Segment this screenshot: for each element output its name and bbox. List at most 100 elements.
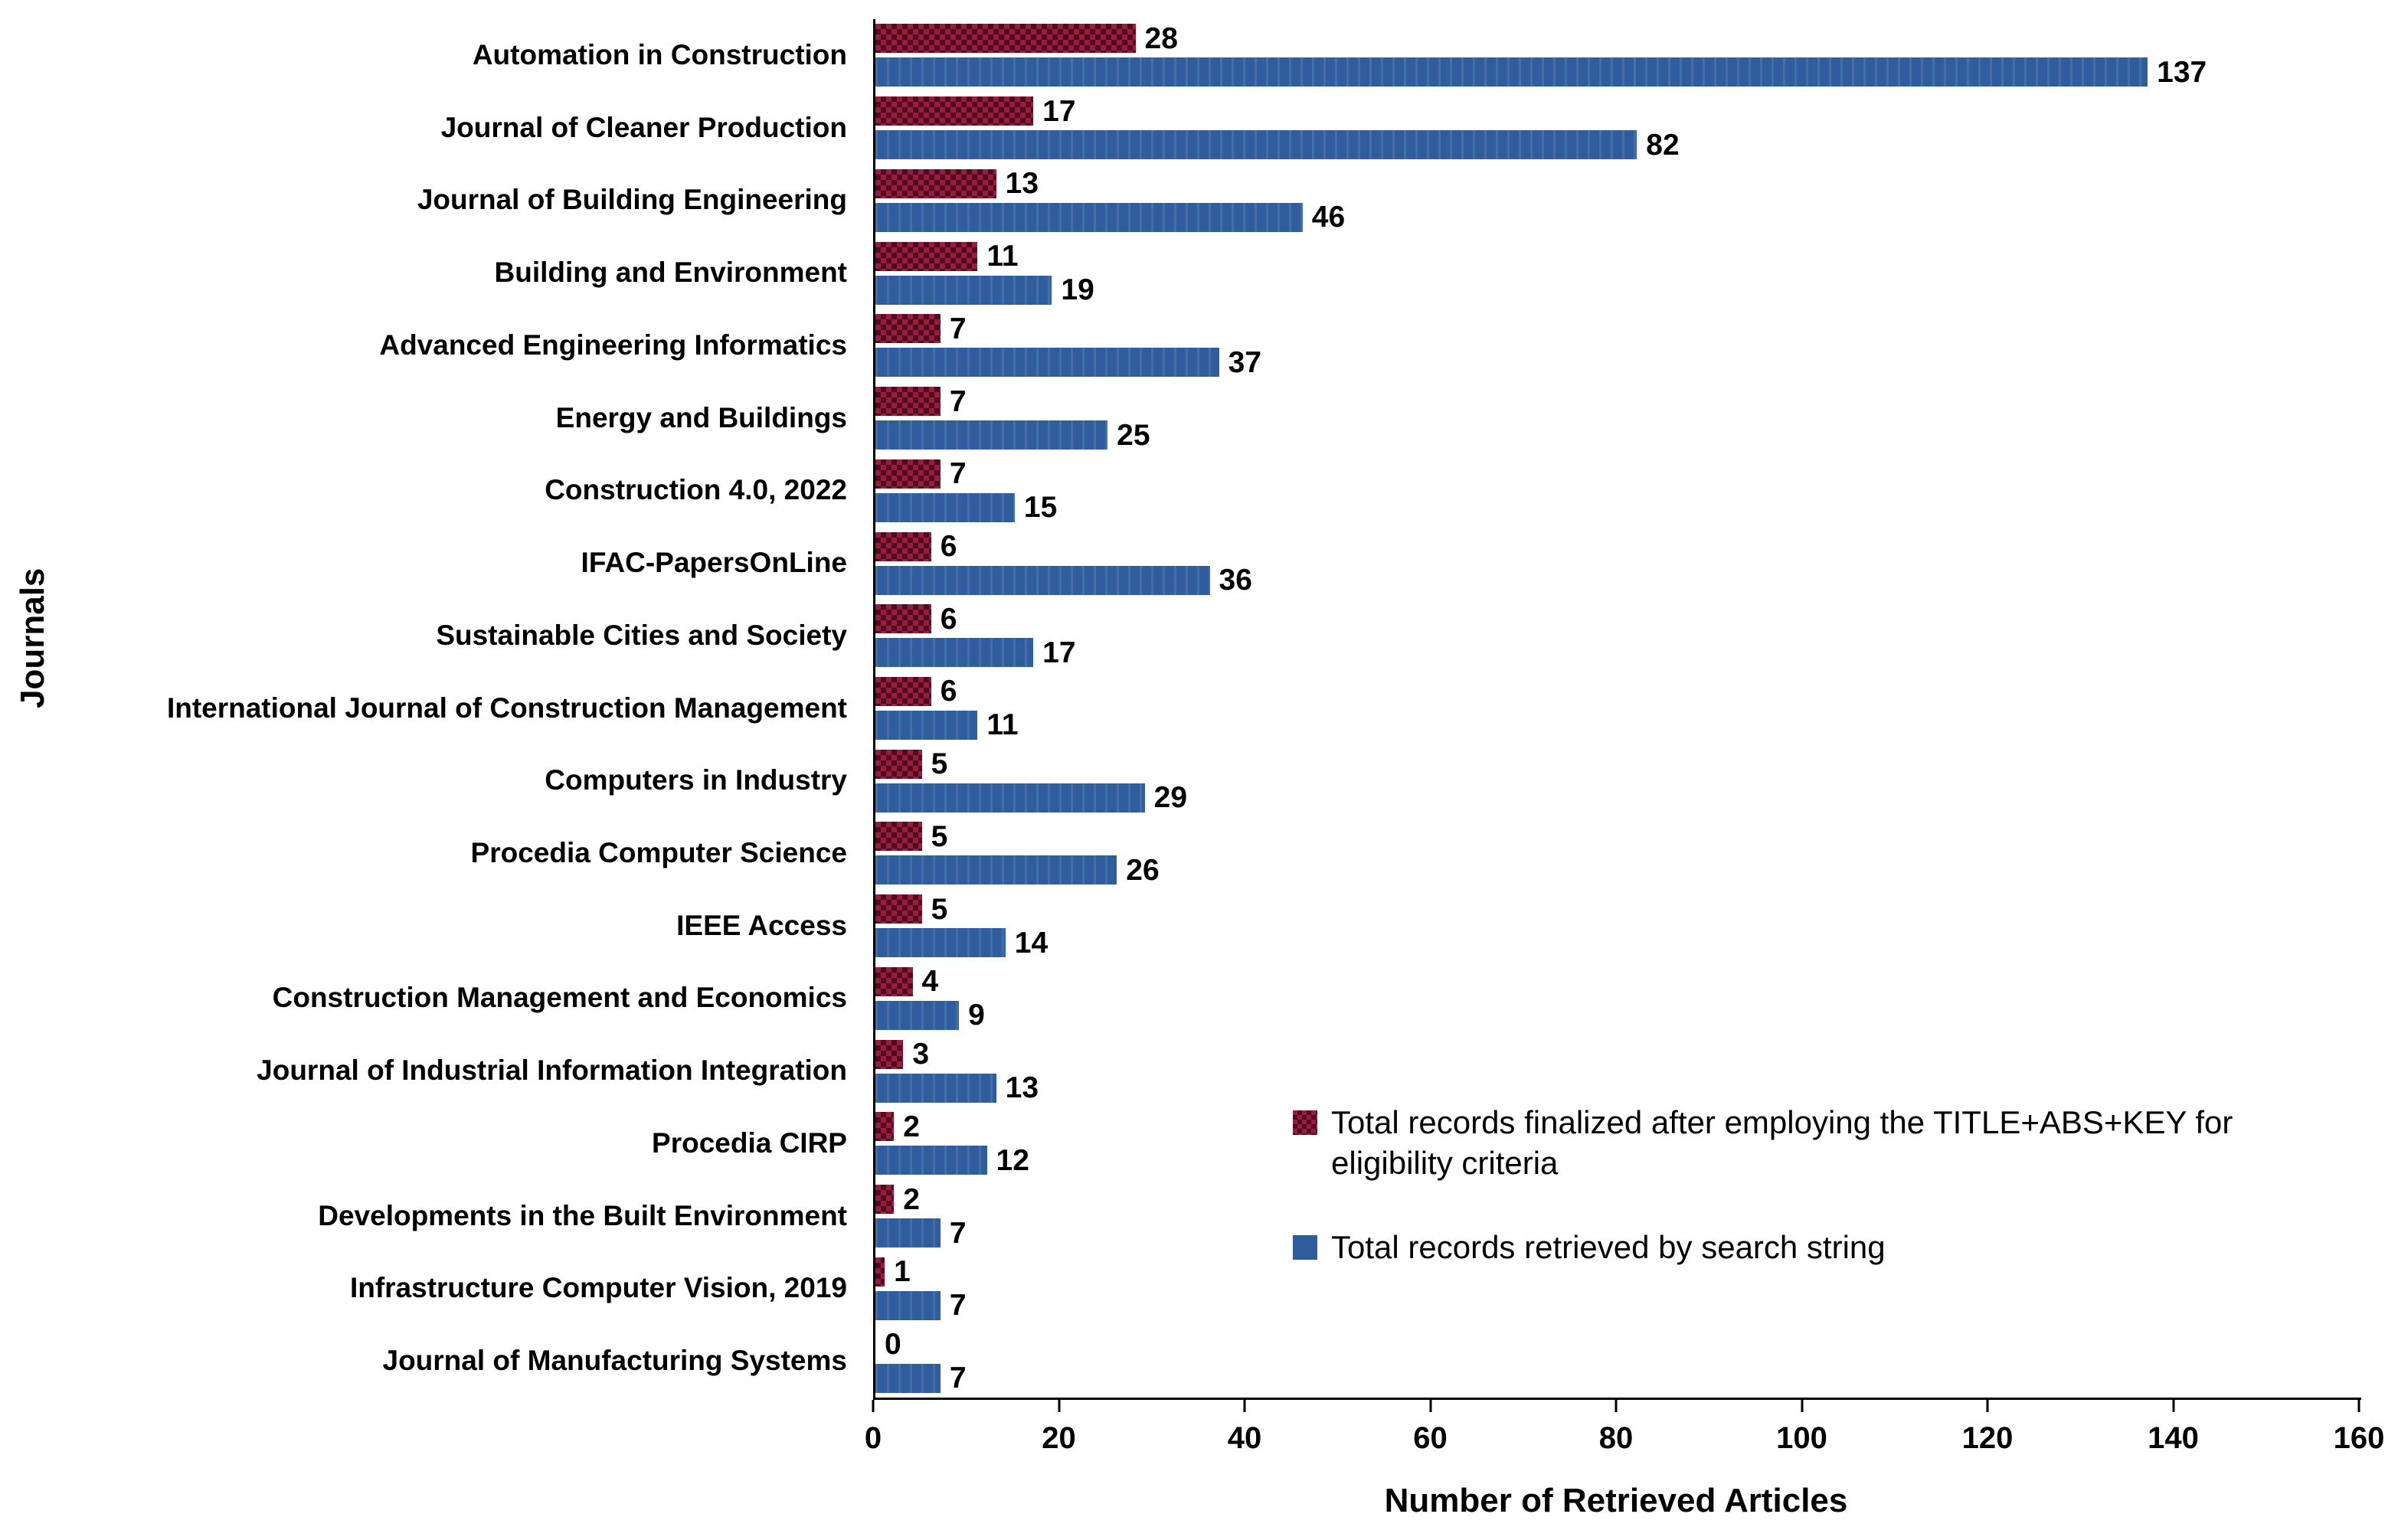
bar-line: 13 <box>875 1071 2361 1105</box>
bar-line: 6 <box>875 676 2361 706</box>
bar-line: 2 <box>875 1182 2361 1216</box>
value-label: 17 <box>1042 94 1076 128</box>
value-label: 7 <box>949 1289 967 1323</box>
value-label: 2 <box>903 1182 920 1216</box>
value-label: 1 <box>894 1255 911 1289</box>
bar-group: 13 46 <box>875 164 2361 237</box>
value-label: 4 <box>921 965 939 999</box>
bar-group: 11 19 <box>875 237 2361 309</box>
bar-line: 6 <box>875 604 2361 634</box>
value-label: 5 <box>931 819 948 853</box>
category-label: Developments in the Built Environment <box>318 1199 847 1231</box>
bar-line: 28 <box>875 21 2361 55</box>
retrieved-bar <box>875 57 2148 87</box>
finalized-bar <box>875 241 978 271</box>
bar-group: 7 15 <box>875 454 2361 527</box>
bar-line: 36 <box>875 564 2361 597</box>
bar-group: 6 36 <box>875 527 2361 600</box>
finalized-bar <box>875 1112 895 1142</box>
plot-area: 28 137 17 82 13 46 11 19 7 37 7 25 7 15 6 36 6 17 6 11 5 29 5 2… <box>873 19 2361 1400</box>
legend: Total records finalized after employing … <box>1293 1103 2357 1268</box>
x-tick-label: 0 <box>864 1421 882 1455</box>
category-label: Journal of Cleaner Production <box>440 111 847 143</box>
value-label: 13 <box>1005 1071 1039 1105</box>
finalized-bar <box>875 1185 895 1215</box>
value-label: 25 <box>1117 418 1150 452</box>
bar-group: 2 12 <box>875 1107 2361 1180</box>
bar-line: 0 <box>875 1328 2361 1362</box>
bar-line: 82 <box>875 130 2361 160</box>
legend-marker-finalized-icon <box>1293 1110 1317 1135</box>
retrieved-bar <box>875 1290 941 1320</box>
value-label: 0 <box>885 1328 901 1362</box>
bar-line: 17 <box>875 96 2361 126</box>
bar-line: 5 <box>875 819 2361 853</box>
category-label: Journal of Manufacturing Systems <box>382 1345 848 1377</box>
finalized-bar <box>875 96 1034 126</box>
bar-group: 6 11 <box>875 672 2361 745</box>
finalized-bar <box>875 531 931 561</box>
bar-line: 19 <box>875 275 2361 305</box>
category-label: Automation in Construction <box>472 38 847 70</box>
retrieved-bar <box>875 638 1034 668</box>
x-tick-label: 120 <box>1961 1421 2014 1455</box>
value-label: 15 <box>1023 491 1058 525</box>
value-label: 36 <box>1219 564 1252 597</box>
x-tick-mark <box>2172 1400 2174 1412</box>
bar-line: 5 <box>875 749 2361 779</box>
bar-line: 37 <box>875 348 2361 378</box>
bar-line: 25 <box>875 420 2361 450</box>
bar-line: 26 <box>875 855 2361 885</box>
retrieved-bar <box>875 1363 941 1393</box>
finalized-bar <box>875 966 913 996</box>
value-label: 11 <box>986 240 1019 273</box>
bar-line: 7 <box>875 459 2361 489</box>
bar-line: 2 <box>875 1112 2361 1142</box>
value-label: 137 <box>2157 55 2207 89</box>
legend-item-retrieved: Total records retrieved by search string <box>1293 1228 2357 1268</box>
finalized-bar <box>875 1039 904 1069</box>
bar-line: 7 <box>875 314 2361 344</box>
x-tick-label: 160 <box>2333 1421 2385 1455</box>
legend-label-finalized: Total records finalized after employing … <box>1331 1104 2233 1181</box>
bar-group: 5 29 <box>875 744 2361 817</box>
bar-group: 7 37 <box>875 309 2361 382</box>
value-label: 29 <box>1153 781 1188 815</box>
bar-line: 46 <box>875 202 2361 232</box>
bar-group: 5 14 <box>875 890 2361 963</box>
category-label: Building and Environment <box>494 257 847 289</box>
x-tick-mark <box>1986 1400 1989 1412</box>
bar-group: 28 137 <box>875 19 2361 92</box>
finalized-bar <box>875 676 931 706</box>
retrieved-bar <box>875 565 1210 595</box>
category-label: Journal of Industrial Information Integr… <box>257 1054 847 1087</box>
category-label: Procedia CIRP <box>652 1126 847 1159</box>
category-label: Advanced Engineering Informatics <box>379 329 847 361</box>
retrieved-bar <box>875 710 978 740</box>
category-label: Journal of Building Engineering <box>417 184 847 216</box>
x-axis-title: Number of Retrieved Articles <box>1384 1482 1848 1519</box>
value-label: 7 <box>949 384 967 418</box>
x-tick-mark <box>1243 1400 1246 1412</box>
category-label: Energy and Buildings <box>555 401 847 433</box>
value-label: 28 <box>1144 21 1178 55</box>
bar-line: 5 <box>875 894 2361 924</box>
value-label: 11 <box>986 708 1019 742</box>
bar-line: 13 <box>875 167 2361 201</box>
x-tick-mark <box>1058 1400 1060 1412</box>
bar-line: 14 <box>875 928 2361 958</box>
value-label: 13 <box>1005 167 1039 201</box>
x-tick-label: 140 <box>2148 1421 2199 1455</box>
bar-line: 137 <box>875 57 2361 87</box>
value-label: 7 <box>949 457 967 491</box>
x-tick-mark <box>872 1400 875 1412</box>
retrieved-bar <box>875 1073 996 1103</box>
category-label: Computers in Industry <box>545 764 847 796</box>
finalized-bar <box>875 822 922 852</box>
bar-line: 6 <box>875 531 2361 561</box>
bar-group: 17 82 <box>875 92 2361 165</box>
